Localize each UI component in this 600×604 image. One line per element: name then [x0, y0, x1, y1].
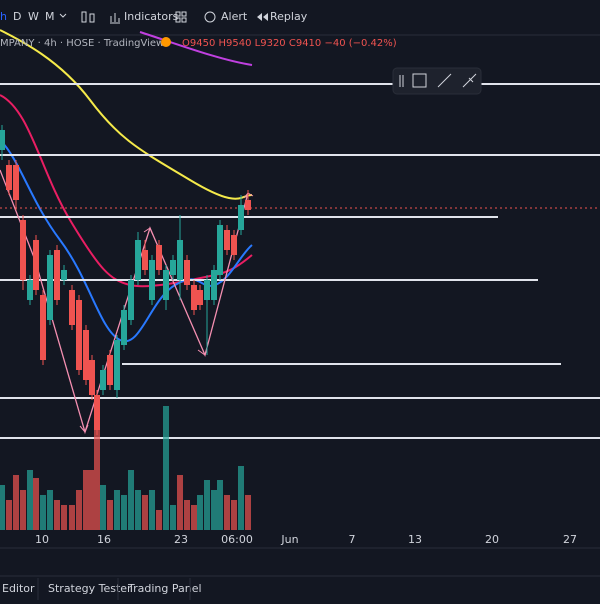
alert-icon[interactable] — [204, 11, 216, 23]
bottom-tab[interactable]: Editor — [2, 582, 35, 595]
volume-bars — [0, 406, 251, 530]
interval[interactable]: D — [13, 10, 21, 23]
replay-icon[interactable] — [257, 13, 268, 21]
replay-button[interactable]: Replay — [270, 10, 308, 23]
time-label: 27 — [563, 533, 577, 546]
ohlc-legend: O9450 H9540 L9320 C9410 −40 (−0.42%) — [182, 38, 397, 49]
symbol-legend: MPANY · 4h · HOSE · TradingView — [0, 38, 164, 49]
arrow-heads — [79, 192, 254, 433]
bottom-tab[interactable]: Strategy Tester — [48, 582, 132, 595]
time-label: 20 — [485, 533, 499, 546]
top-toolbar — [0, 0, 600, 35]
time-label: 10 — [35, 533, 49, 546]
alert-button[interactable]: Alert — [221, 10, 248, 23]
pattern-drawing — [0, 169, 249, 435]
time-label: 13 — [408, 533, 422, 546]
interval[interactable]: M — [45, 10, 55, 23]
drawing-tools[interactable] — [399, 73, 477, 88]
time-label: 06:00 — [221, 533, 253, 546]
indicators-icon[interactable] — [110, 13, 120, 24]
dividend-marker — [161, 37, 171, 47]
bottom-tab[interactable]: Trading Panel — [127, 582, 202, 595]
ma-line — [139, 31, 253, 66]
chart-type-icon[interactable] — [81, 11, 95, 23]
indicators-button[interactable]: Indicators — [124, 10, 179, 23]
time-label: Jun — [280, 533, 298, 546]
interval[interactable]: W — [28, 10, 39, 23]
spacer — [0, 552, 600, 572]
templates-icon[interactable] — [175, 11, 187, 23]
time-label: 23 — [174, 533, 188, 546]
time-axis: 10 16 23 06:00 Jun 7 13 20 27 — [35, 533, 577, 546]
time-label: 7 — [349, 533, 356, 546]
time-label: 16 — [97, 533, 111, 546]
dropdown-icon[interactable] — [59, 13, 67, 18]
interval[interactable]: h — [0, 10, 7, 23]
drawing-toolbar — [392, 67, 482, 95]
candles — [0, 125, 251, 435]
ma-line — [0, 29, 253, 200]
